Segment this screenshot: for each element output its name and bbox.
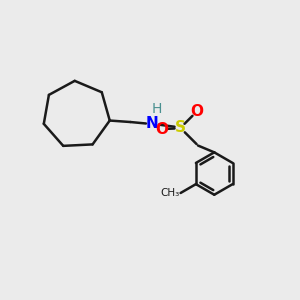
Text: N: N — [146, 116, 159, 131]
Text: S: S — [175, 120, 186, 135]
Text: H: H — [152, 102, 162, 116]
Text: O: O — [156, 122, 169, 137]
Text: CH₃: CH₃ — [160, 188, 179, 198]
Text: O: O — [190, 104, 203, 119]
